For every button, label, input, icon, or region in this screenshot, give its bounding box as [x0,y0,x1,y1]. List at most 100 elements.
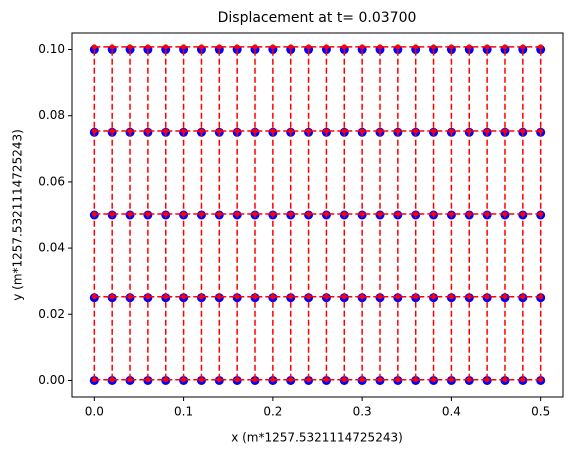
point [91,211,97,217]
point [198,44,204,50]
point [306,294,312,300]
point [520,44,526,50]
x-tick-label: 0.3 [353,405,372,419]
point [413,294,419,300]
point [466,44,472,50]
point [252,377,258,383]
point [323,44,329,50]
point [520,294,526,300]
point [377,294,383,300]
point [448,44,454,50]
point [109,294,115,300]
point [288,128,294,134]
point [359,294,365,300]
point [127,294,133,300]
point [288,294,294,300]
point [431,44,437,50]
point [413,128,419,134]
point [484,377,490,383]
point [127,44,133,50]
point [198,377,204,383]
point [323,294,329,300]
y-tick-label: 0.06 [38,174,65,188]
point [413,44,419,50]
point [252,44,258,50]
point [395,44,401,50]
point [520,377,526,383]
point [341,377,347,383]
x-tick-label: 0.1 [174,405,193,419]
x-tick-label: 0.4 [442,405,461,419]
point [341,44,347,50]
point [359,211,365,217]
point [181,44,187,50]
point [109,44,115,50]
y-tick-label: 0.08 [38,108,65,122]
point [395,294,401,300]
point [484,294,490,300]
point [234,128,240,134]
point [216,128,222,134]
x-tick-label: 0.0 [85,405,104,419]
point [127,211,133,217]
point [163,211,169,217]
chart-title: Displacement at t= 0.03700 [218,10,417,26]
point [306,211,312,217]
y-tick-label: 0.00 [38,373,65,387]
point [377,211,383,217]
point [431,377,437,383]
point [181,377,187,383]
point [270,294,276,300]
y-tick-label: 0.02 [38,307,65,321]
point [306,128,312,134]
y-tick-label: 0.04 [38,241,65,255]
point [466,294,472,300]
point [198,294,204,300]
point [502,294,508,300]
point [466,377,472,383]
point [395,211,401,217]
point [127,377,133,383]
x-tick-label: 0.5 [531,405,550,419]
point [359,128,365,134]
point [198,128,204,134]
point [288,44,294,50]
point [431,294,437,300]
point [538,377,544,383]
point [448,294,454,300]
point [216,44,222,50]
point [216,294,222,300]
point [181,128,187,134]
point [234,211,240,217]
point [216,377,222,383]
point [395,128,401,134]
y-axis-label: y (m*1257.5321114725243) [11,129,25,301]
point [377,128,383,134]
x-tick-label: 0.2 [263,405,282,419]
point [145,294,151,300]
point [359,44,365,50]
point [270,211,276,217]
point [181,211,187,217]
point [502,377,508,383]
point [341,211,347,217]
point [306,377,312,383]
point [163,128,169,134]
point [109,128,115,134]
point [145,377,151,383]
point [484,211,490,217]
point [502,128,508,134]
point [198,211,204,217]
point [252,294,258,300]
point [163,44,169,50]
point [234,44,240,50]
x-axis-label: x (m*1257.5321114725243) [231,431,403,445]
point [145,44,151,50]
point [431,128,437,134]
point [270,377,276,383]
point [145,211,151,217]
point [145,128,151,134]
plot-frame [71,32,564,398]
point [341,294,347,300]
